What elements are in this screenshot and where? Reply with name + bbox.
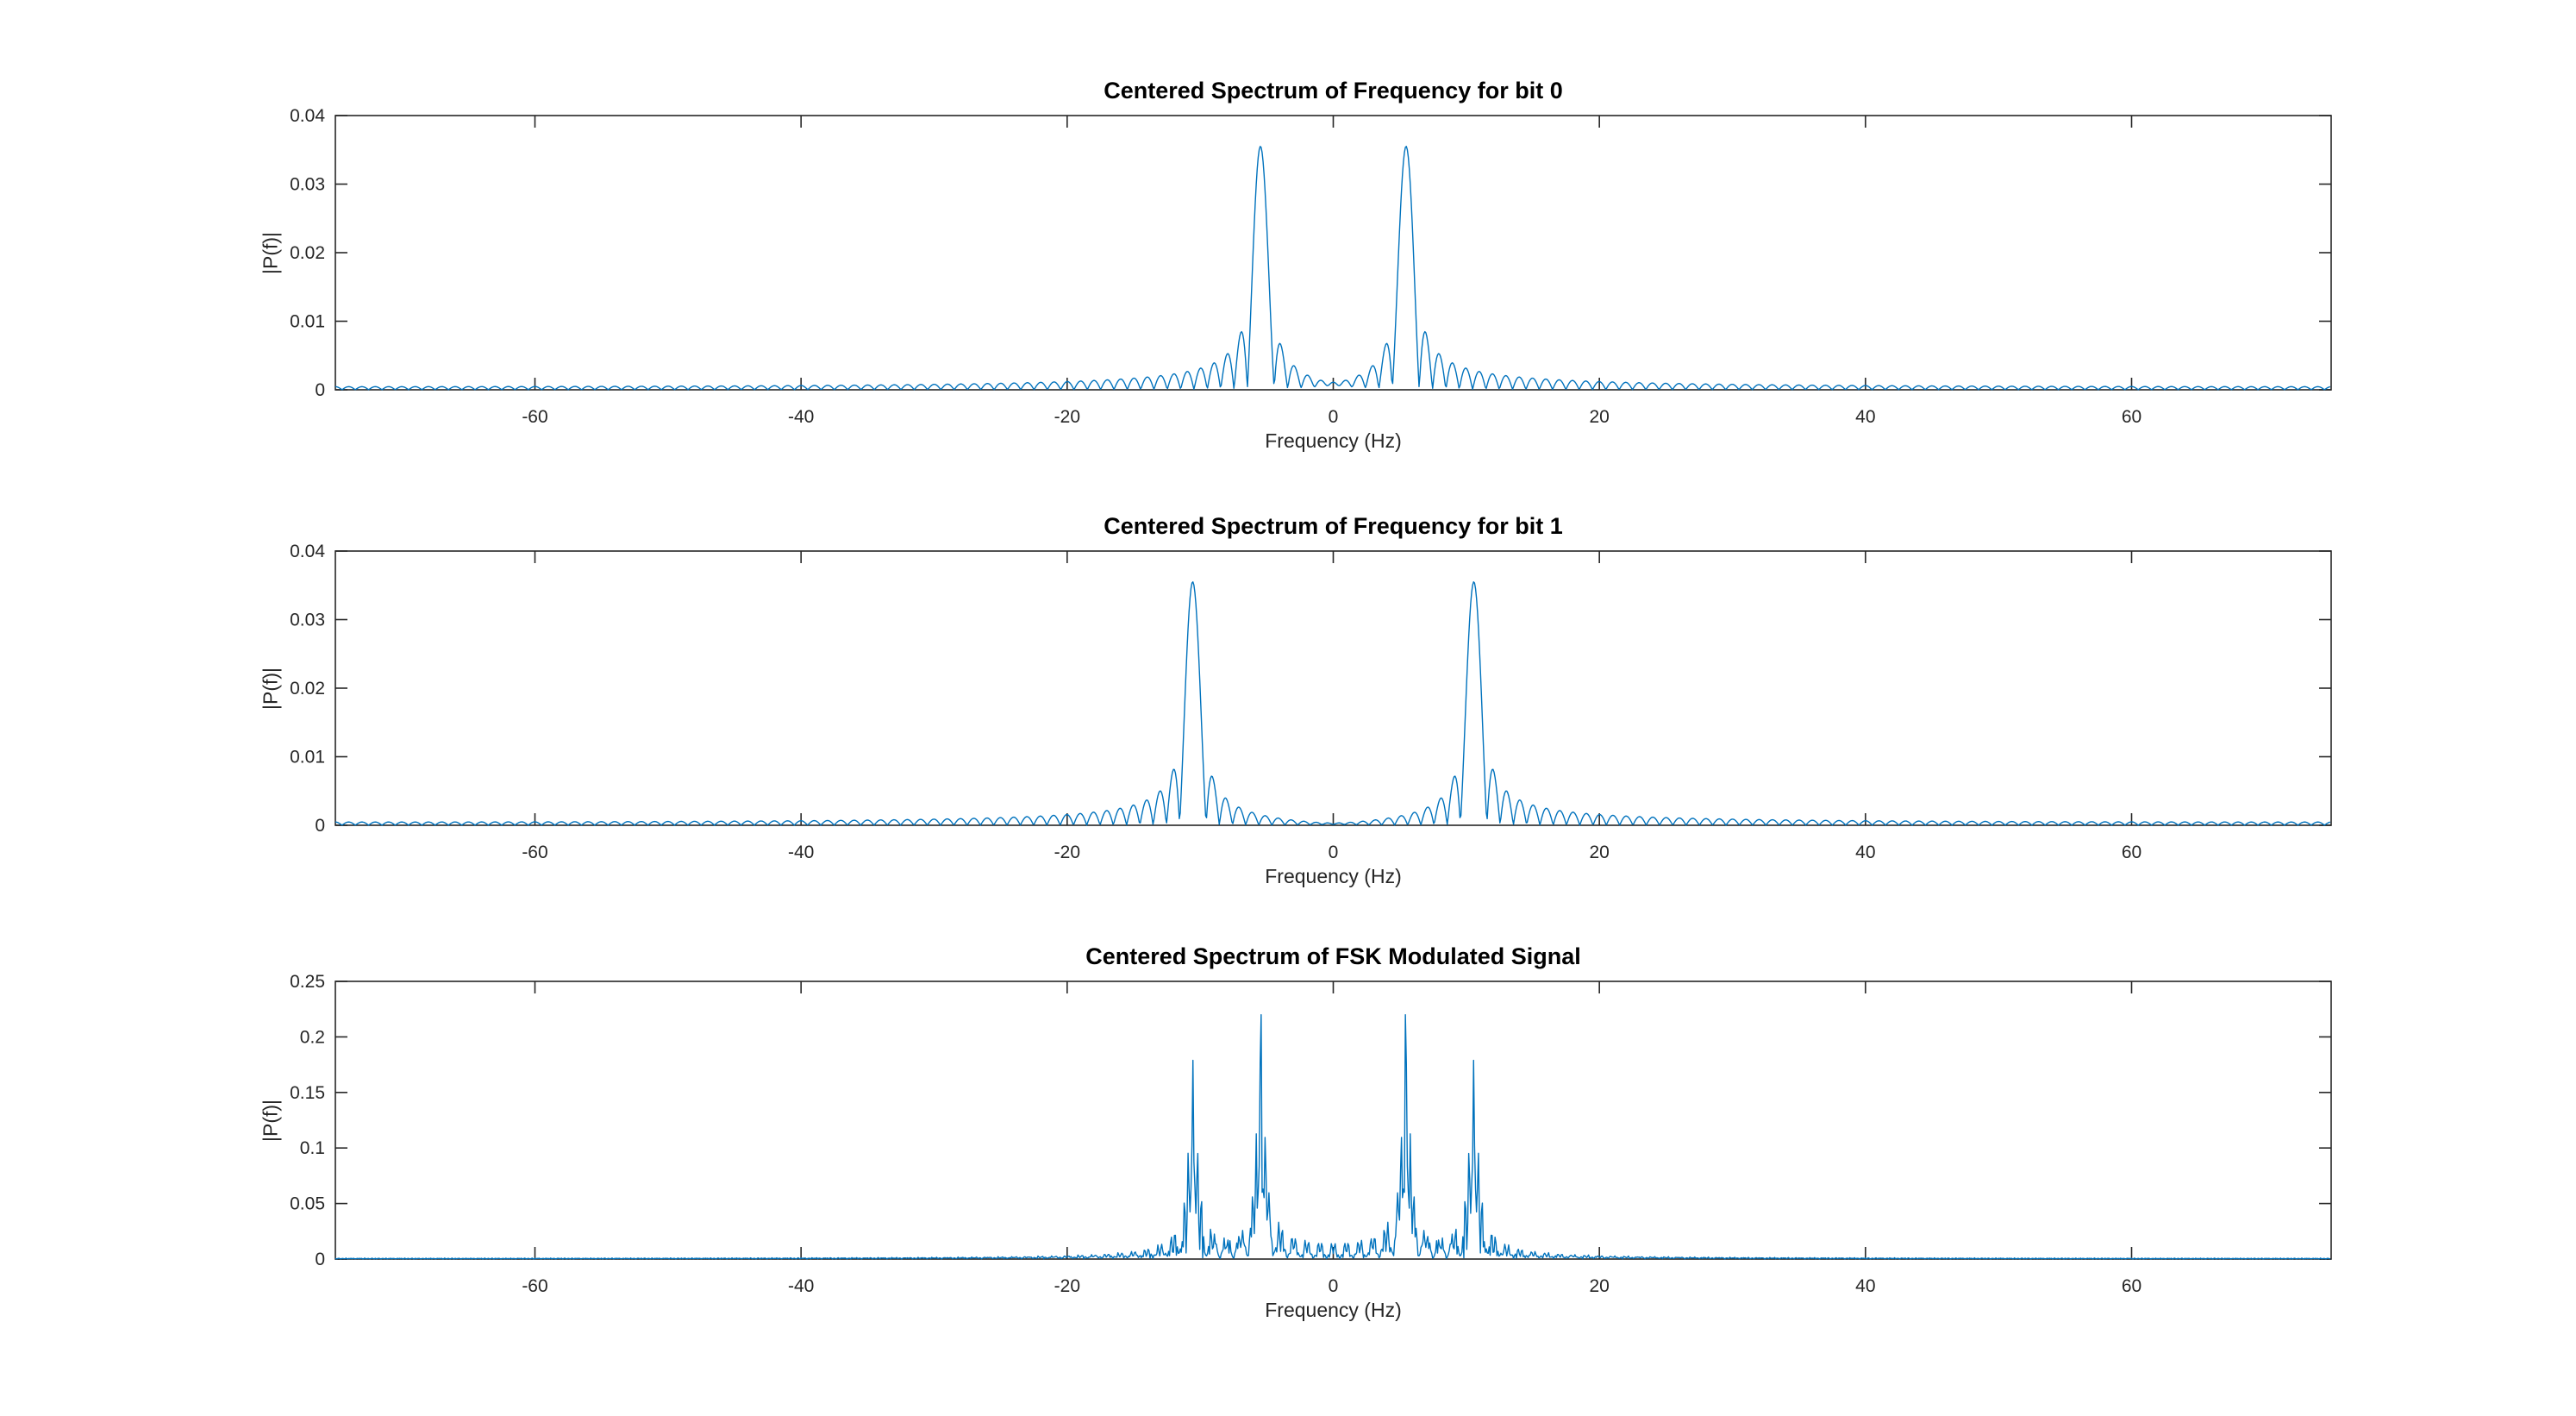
spectrum-line-subplot-1 [335, 146, 2331, 391]
subplot2-x-axis-label: Frequency (Hz) [1265, 865, 1402, 887]
y-tick-label: 0 [315, 380, 325, 400]
y-tick-label: 0 [315, 816, 325, 836]
y-tick-label: 0.03 [290, 611, 325, 630]
axes-box [335, 550, 2332, 826]
subplot-3-axes: -60 -40 -20 0 20 40 60 0 0.05 0.1 0.15 0.2 0.25 [290, 972, 2332, 1296]
y-tick-label: 0.01 [290, 748, 325, 768]
y-tick-label: 0.04 [290, 106, 325, 126]
subplot3-x-axis-label: Frequency (Hz) [1265, 1299, 1402, 1321]
x-tick-label: -40 [788, 407, 814, 427]
subplot1-y-axis-label: |P(f)| [259, 232, 282, 274]
spectrum-line-subplot-2 [335, 581, 2331, 826]
y-tick-label: 0.05 [290, 1194, 325, 1214]
y-tick-label: 0.1 [300, 1138, 325, 1158]
x-tick-label: 0 [1329, 843, 1339, 862]
y-tick-label: 0 [315, 1250, 325, 1269]
x-tick-label: 60 [2122, 843, 2141, 862]
subplot3-y-axis-label: |P(f)| [259, 1100, 282, 1142]
x-tick-label: 60 [2122, 1276, 2141, 1296]
y-tick-label: 0.02 [290, 243, 325, 263]
axes-box [335, 115, 2332, 391]
y-tick-label: 0.2 [300, 1027, 325, 1047]
spectrum-line-subplot-3 [335, 1013, 2330, 1260]
x-tick-label: -60 [522, 407, 547, 427]
x-tick-label: 40 [1855, 843, 1875, 862]
x-tick-label: -40 [788, 1276, 814, 1296]
y-tick-label: 0.01 [290, 312, 325, 332]
subplot1-title: Centered Spectrum of Frequency for bit 0 [1104, 78, 1563, 103]
x-tick-label: 20 [1589, 843, 1609, 862]
subplot1-x-axis-label: Frequency (Hz) [1265, 429, 1402, 452]
y-tick-label: 0.25 [290, 972, 325, 992]
x-tick-label: 20 [1589, 407, 1609, 427]
x-tick-label: -60 [522, 843, 547, 862]
y-tick-label: 0.02 [290, 679, 325, 699]
x-tick-label: 20 [1589, 1276, 1609, 1296]
x-tick-label: 60 [2122, 407, 2141, 427]
subplot-2-axes: -60 -40 -20 0 20 40 60 0 0.01 0.02 0.03 0.04 [290, 542, 2332, 862]
subplot-1-axes: -60 -40 -20 0 20 40 60 0 0.01 0.02 0.03 0.04 [290, 106, 2332, 427]
x-tick-label: -20 [1054, 407, 1080, 427]
subplot3-title: Centered Spectrum of FSK Modulated Signa… [1085, 943, 1581, 969]
y-tick-label: 0.15 [290, 1083, 325, 1103]
x-tick-label: -60 [522, 1276, 547, 1296]
axes-box [335, 981, 2332, 1260]
x-tick-label: 40 [1855, 1276, 1875, 1296]
x-tick-label: -20 [1054, 843, 1080, 862]
x-tick-label: -20 [1054, 1276, 1080, 1296]
x-tick-label: 0 [1329, 1276, 1339, 1296]
subplot2-title: Centered Spectrum of Frequency for bit 1 [1104, 513, 1563, 539]
x-tick-label: 40 [1855, 407, 1875, 427]
x-tick-label: 0 [1329, 407, 1339, 427]
y-tick-label: 0.03 [290, 175, 325, 195]
y-tick-label: 0.04 [290, 542, 325, 561]
subplot2-y-axis-label: |P(f)| [259, 667, 282, 710]
x-tick-label: -40 [788, 843, 814, 862]
